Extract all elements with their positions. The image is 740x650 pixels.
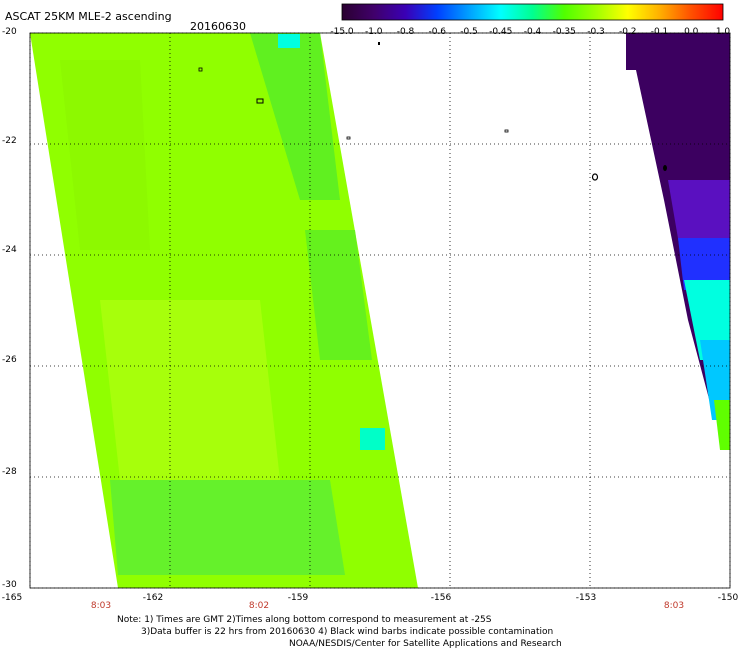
- lon-label: -156: [431, 593, 451, 603]
- lat-label: -28: [2, 467, 17, 477]
- lat-label: -22: [2, 136, 17, 146]
- island-marker: [505, 130, 508, 132]
- left-swath-shade-4: [110, 480, 345, 575]
- lon-label: -165: [2, 593, 22, 603]
- lat-label: -26: [2, 355, 17, 365]
- time-label: 8:03: [664, 601, 684, 611]
- colorbar-tick-label: -0.5: [460, 27, 478, 37]
- colorbar-tick-label: -1.0: [365, 27, 383, 37]
- colorbar-tick-label: -0.2: [619, 27, 637, 37]
- island-marker: [378, 42, 380, 45]
- colorbar-tick-label: 1.0: [716, 27, 730, 37]
- right-swath-green: [714, 400, 730, 450]
- colorbar-tick-label: -0.3: [587, 27, 605, 37]
- map-canvas: [0, 0, 740, 650]
- colorbar-tick-label: 0.0: [684, 27, 698, 37]
- lon-label: -153: [576, 593, 596, 603]
- lon-label: -162: [143, 593, 163, 603]
- island-marker: [593, 174, 598, 180]
- lat-label: -20: [2, 27, 17, 37]
- colorbar-tick-label: -0.35: [553, 27, 576, 37]
- colorbar-tick-label: -0.8: [397, 27, 415, 37]
- colorbar-tick-label: -0.6: [428, 27, 446, 37]
- colorbar-gradient: [342, 4, 723, 20]
- lon-label: -150: [718, 593, 738, 603]
- swath-cyan-patch-lower: [360, 428, 385, 450]
- lat-label: -24: [2, 245, 17, 255]
- colorbar: [342, 4, 723, 20]
- lon-label: -159: [288, 593, 308, 603]
- note-line-1: Note: 1) Times are GMT 2)Times along bot…: [117, 615, 492, 625]
- island-marker: [347, 137, 350, 139]
- lat-label: -30: [2, 580, 17, 590]
- note-line-3: NOAA/NESDIS/Center for Satellite Applica…: [289, 639, 562, 649]
- time-label: 8:02: [249, 601, 269, 611]
- colorbar-tick-label: -0.1: [651, 27, 669, 37]
- island-marker: [663, 165, 667, 171]
- swath-cyan-patch-top: [278, 34, 300, 48]
- colorbar-tick-label: -0.4: [524, 27, 542, 37]
- colorbar-tick-label: -0.45: [489, 27, 512, 37]
- colorbar-tick-label: -15.0: [330, 27, 353, 37]
- time-label: 8:03: [91, 601, 111, 611]
- note-line-2: 3)Data buffer is 22 hrs from 20160630 4)…: [141, 627, 553, 637]
- left-swath-shade-3: [100, 300, 280, 480]
